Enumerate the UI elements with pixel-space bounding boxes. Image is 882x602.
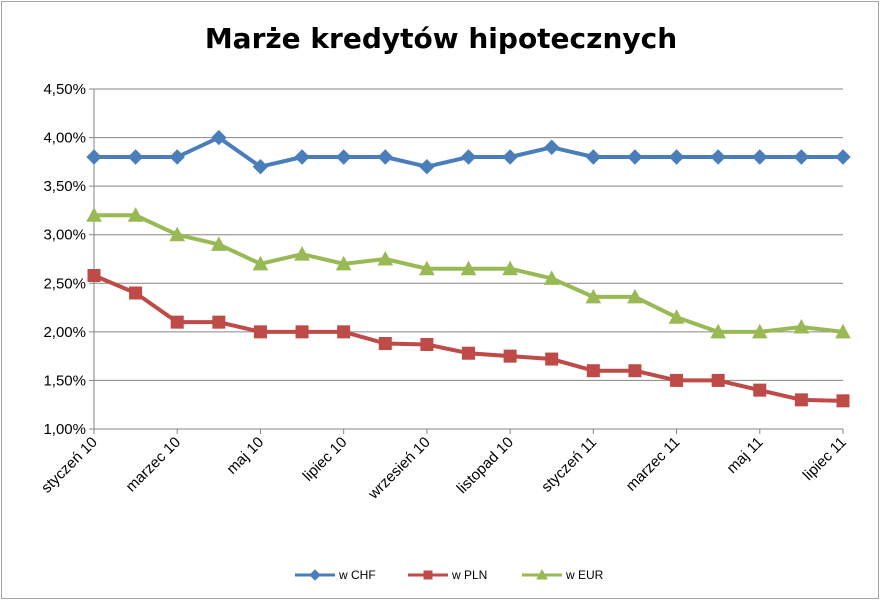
data-point-w-pln [420, 337, 434, 351]
data-point-w-chf [377, 149, 393, 165]
legend: w CHF w PLN w EUR [295, 568, 604, 582]
data-point-w-chf [460, 149, 477, 165]
gridlines [94, 88, 843, 381]
data-point-w-eur [835, 323, 851, 339]
data-point-w-chf [668, 149, 685, 165]
axes: 1,00% 1,50% 2,00% 2,50% 3,00% 3,50% 4,00% 4,50%… [38, 81, 850, 503]
y-tick-label: 3,00% [43, 227, 86, 244]
data-point-w-eur [210, 236, 227, 251]
x-tick-label: maj 10 [223, 434, 267, 478]
data-point-w-pln [794, 393, 808, 407]
data-point-w-pln [87, 269, 101, 283]
data-point-w-eur [169, 226, 186, 242]
data-point-w-chf [835, 149, 851, 165]
data-point-w-chf [127, 149, 144, 165]
data-point-w-eur [127, 207, 144, 222]
data-point-w-eur [335, 255, 352, 271]
legend-item-w-eur: w EUR [522, 568, 604, 582]
data-point-w-chf [710, 149, 726, 165]
data-point-w-chf [793, 149, 810, 165]
data-point-w-chf [335, 149, 352, 165]
data-point-w-pln [170, 315, 184, 329]
data-point-w-eur [543, 270, 560, 285]
chart-title: Marże kredytów hipotecznych [204, 22, 678, 55]
legend-label: w PLN [451, 568, 487, 582]
x-tick-label: marzec 11 [623, 434, 684, 495]
data-point-w-pln [836, 394, 850, 408]
data-point-w-eur [793, 318, 810, 334]
data-point-w-eur [627, 288, 643, 304]
legend-item-w-pln: w PLN [408, 568, 487, 582]
legend-label: w EUR [565, 568, 604, 582]
data-point-w-chf [294, 149, 310, 165]
data-point-w-pln [628, 364, 642, 378]
y-tick-label: 3,50% [43, 178, 86, 195]
data-point-w-pln [129, 286, 143, 300]
data-point-w-chf [544, 139, 560, 155]
data-point-w-pln [586, 364, 600, 378]
data-point-w-pln [378, 337, 392, 351]
legend-item-w-chf: w CHF [295, 568, 376, 582]
data-point-w-pln [212, 315, 226, 329]
legend-swatch-marker [536, 568, 548, 580]
series-lines [86, 129, 851, 408]
x-tick-label: listopad 10 [454, 434, 517, 497]
legend-swatch-marker [423, 570, 433, 580]
x-tick-label: marzec 10 [123, 434, 185, 496]
data-point-w-pln [753, 383, 767, 397]
data-point-w-chf [585, 149, 602, 165]
x-tick-label: styczeń 10 [38, 434, 101, 497]
data-point-w-eur [460, 260, 477, 276]
data-point-w-eur [294, 246, 310, 261]
y-tick-label: 4,50% [43, 81, 86, 98]
data-point-w-chf [627, 149, 643, 165]
data-point-w-pln [337, 325, 351, 339]
y-tick-label: 2,50% [43, 275, 86, 292]
data-point-w-pln [253, 325, 267, 339]
y-tick-label: 2,00% [43, 324, 86, 341]
data-point-w-pln [545, 352, 559, 366]
data-point-w-pln [503, 349, 517, 363]
data-point-w-pln [295, 325, 309, 339]
series-w-chf [86, 129, 851, 175]
data-point-w-pln [462, 346, 475, 360]
y-tick-label: 4,00% [43, 130, 86, 147]
series-w-eur [86, 207, 851, 339]
x-tick-label: lipiec 10 [300, 434, 351, 485]
data-point-w-eur [252, 255, 269, 271]
series-line-w-pln [93, 273, 844, 403]
x-tick-label: styczeń 11 [538, 434, 600, 496]
data-point-w-chf [86, 149, 102, 165]
data-point-w-chf [752, 149, 768, 165]
data-point-w-chf [502, 149, 518, 165]
legend-label: w CHF [338, 568, 376, 582]
data-point-w-eur [86, 207, 102, 222]
data-point-w-eur [710, 323, 727, 339]
data-point-w-chf [419, 159, 435, 175]
data-point-w-eur [668, 309, 685, 324]
series-w-pln [87, 269, 850, 408]
x-tick-label: maj 11 [724, 434, 767, 477]
x-tick-label: wrzesień 10 [364, 434, 433, 503]
data-point-w-eur [751, 323, 768, 339]
data-point-w-pln [711, 373, 725, 387]
data-point-w-eur [377, 250, 394, 266]
data-point-w-eur [419, 260, 435, 276]
data-point-w-pln [670, 373, 684, 387]
data-point-w-chf [252, 159, 269, 175]
data-point-w-eur [585, 288, 602, 304]
y-tick-label: 1,50% [43, 372, 86, 389]
x-tick-label: lipiec 11 [800, 434, 850, 484]
y-tick-label: 1,00% [43, 421, 86, 438]
data-point-w-chf [211, 129, 227, 146]
data-point-w-eur [502, 260, 518, 276]
data-point-w-chf [169, 149, 185, 165]
legend-swatch-marker [309, 569, 321, 581]
